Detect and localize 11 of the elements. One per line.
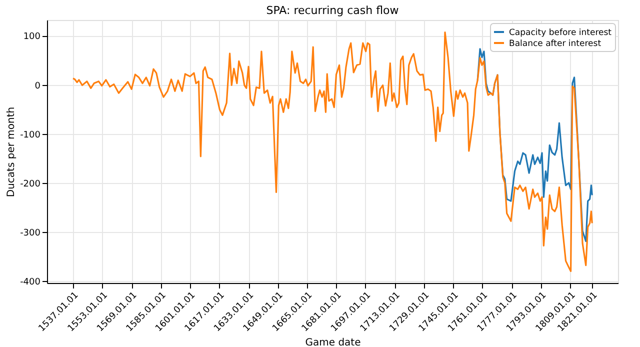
chart-title: SPA: recurring cash flow <box>266 4 399 17</box>
y-tick-label: -300 <box>20 228 41 238</box>
y-tick-label: -400 <box>20 278 41 288</box>
y-tick-label: -100 <box>20 130 41 140</box>
y-tick-label: -200 <box>20 179 41 190</box>
y-tick-label: 100 <box>23 32 41 42</box>
legend-label: Capacity before interest <box>509 28 612 38</box>
x-axis-title: Game date <box>305 337 361 347</box>
legend-label: Balance after interest <box>509 39 602 49</box>
y-axis-title: Ducats per month <box>6 106 18 198</box>
y-tick-label: 0 <box>34 81 41 92</box>
